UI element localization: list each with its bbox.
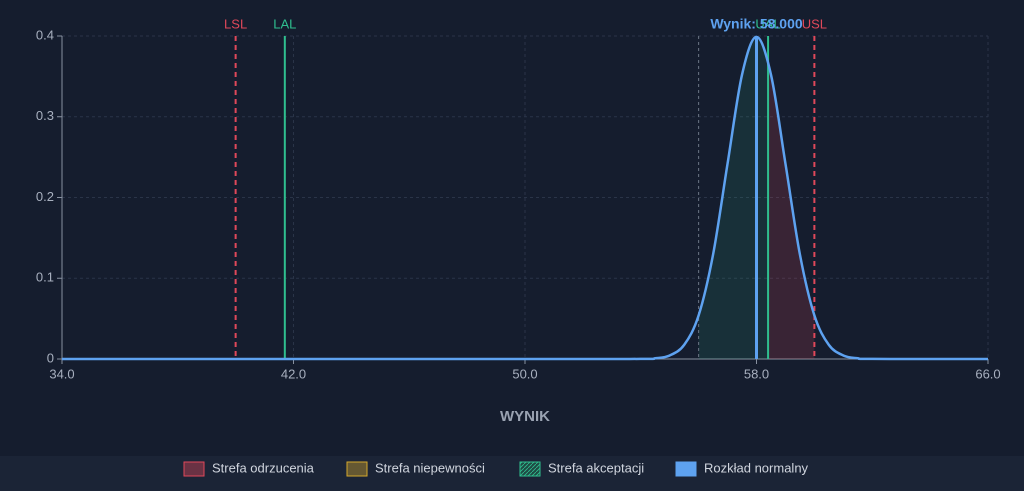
legend-label: Strefa akceptacji — [548, 460, 644, 475]
x-tick-label: 50.0 — [512, 366, 537, 381]
y-tick-label: 0.1 — [36, 270, 54, 285]
x-tick-label: 58.0 — [744, 366, 769, 381]
result-label: Wynik: 58.000 — [710, 16, 803, 32]
legend-swatch — [346, 461, 368, 477]
y-tick-label: 0.2 — [36, 189, 54, 204]
limit-label: UAL — [755, 16, 780, 31]
limit-label: LAL — [273, 16, 296, 31]
legend-band — [0, 456, 1024, 491]
legend-label: Strefa niepewności — [375, 460, 485, 475]
legend-swatch — [675, 461, 697, 477]
limit-label: USL — [802, 16, 827, 31]
x-axis-title: WYNIK — [500, 408, 550, 425]
x-tick-label: 34.0 — [49, 366, 74, 381]
limit-label: LSL — [224, 16, 247, 31]
x-tick-label: 66.0 — [975, 366, 1000, 381]
y-tick-label: 0.4 — [36, 27, 54, 42]
legend-label: Rozkład normalny — [704, 460, 809, 475]
legend-swatch — [519, 461, 541, 477]
legend-swatch — [183, 461, 205, 477]
distribution-curve — [62, 35, 989, 361]
y-tick-label: 0 — [47, 350, 54, 365]
x-tick-label: 42.0 — [281, 366, 306, 381]
y-tick-label: 0.3 — [36, 108, 54, 123]
legend-label: Strefa odrzucenia — [212, 460, 315, 475]
